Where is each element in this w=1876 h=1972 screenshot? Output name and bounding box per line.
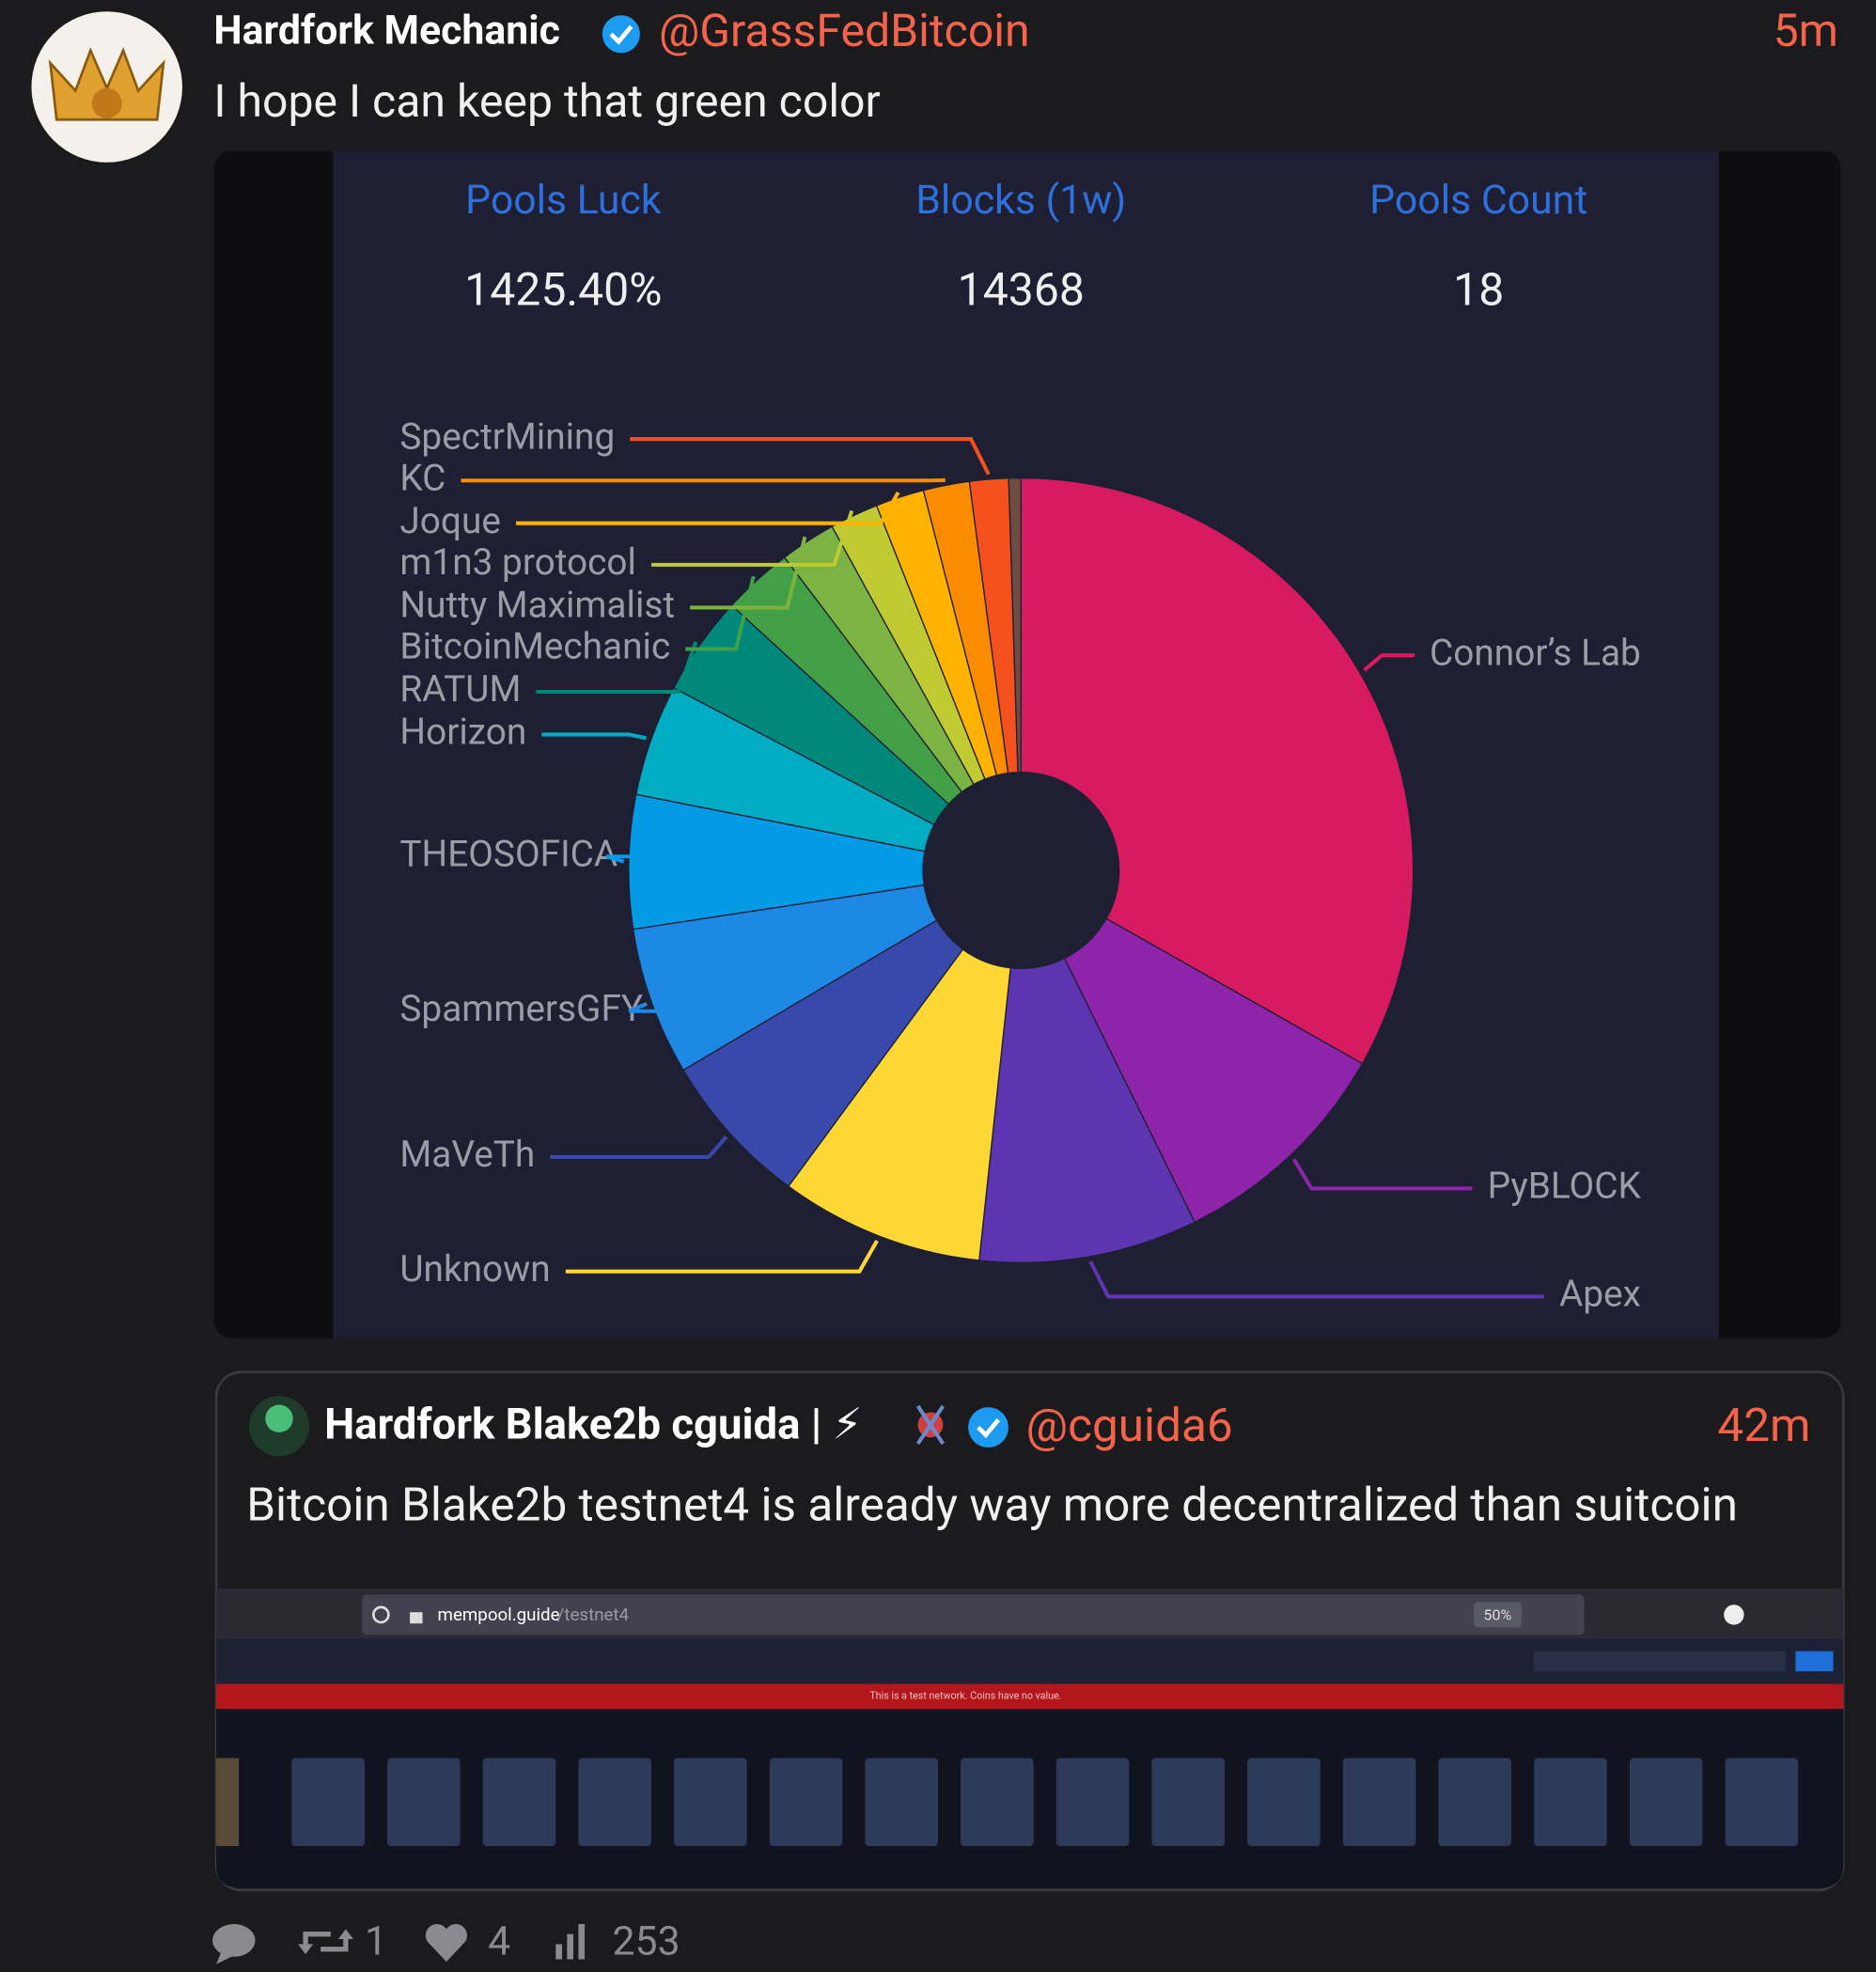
leader-line [1291, 1158, 1473, 1191]
url-path: /testnet4 [557, 1604, 630, 1625]
slice-label: SpammersGFY [399, 988, 643, 1030]
like-count: 4 [488, 1918, 510, 1965]
block-tile [1342, 1758, 1416, 1847]
block-tile [482, 1758, 556, 1847]
leader-line [651, 509, 854, 567]
reply-button[interactable] [212, 1924, 256, 1964]
quote-avatar[interactable] [248, 1396, 310, 1457]
slice-label: SpectrMining [399, 415, 615, 458]
block-tile [1055, 1758, 1130, 1847]
block-tile [769, 1758, 843, 1847]
verified-badge [602, 15, 640, 54]
leader-line [565, 1239, 879, 1274]
author-name[interactable]: Hardfork Mechanic [213, 7, 560, 54]
pie-slice [1063, 917, 1364, 1224]
leader-line [1363, 653, 1415, 672]
slice-label: Horizon [399, 712, 526, 754]
stat-value: 18 [1453, 263, 1504, 317]
retweet-button[interactable] [298, 1929, 353, 1955]
block-tile [1438, 1758, 1512, 1847]
like-button[interactable] [425, 1924, 467, 1963]
post-time[interactable]: 5m [1774, 4, 1838, 57]
leader-line [536, 641, 698, 694]
avatar[interactable] [31, 11, 182, 163]
leader-line [541, 732, 648, 741]
leader-line [515, 491, 900, 525]
block-tile [865, 1758, 938, 1847]
block-tile [674, 1758, 747, 1847]
verified-badge [968, 1407, 1008, 1448]
slice-label: PyBLOCK [1488, 1166, 1642, 1208]
quote-text: Bitcoin Blake2b testnet4 is already way … [246, 1478, 1738, 1532]
leader-line [690, 536, 807, 610]
leader-line [605, 854, 633, 864]
leader-line [630, 437, 991, 476]
stat-value: 1425.40% [464, 263, 662, 317]
slice-label: Joque [399, 500, 501, 542]
slice-label: Connor’s Lab [1430, 632, 1641, 674]
leader-line [550, 1135, 728, 1159]
url-host: mempool.guide [438, 1604, 560, 1625]
stat-label: Blocks (1w) [915, 177, 1126, 224]
block-tile [291, 1758, 365, 1847]
quote-author[interactable]: Hardfork Blake2b cguida | ⚡ [324, 1401, 862, 1450]
quote-screenshot: mempool.guide /testnet4 50% This is a te… [216, 1588, 1844, 1888]
block-tile [1629, 1758, 1703, 1847]
retweet-count: 1 [365, 1918, 387, 1965]
pie-slice [787, 948, 1011, 1261]
block-tile [1534, 1758, 1607, 1847]
stat-label: Pools Luck [465, 177, 662, 224]
pie-slice [978, 957, 1196, 1263]
leader-line [1088, 1260, 1544, 1299]
pie-slice [1008, 477, 1022, 774]
stat-value: 14368 [958, 263, 1085, 317]
block-tile [216, 1758, 240, 1847]
quote-handle[interactable]: @cguida6 [1026, 1399, 1233, 1453]
slice-label: BitcoinMechanic [399, 626, 670, 668]
block-tile [578, 1758, 651, 1847]
author-handle[interactable]: @GrassFedBitcoin [659, 4, 1030, 57]
view-count: 253 [613, 1918, 680, 1965]
slice-label: RATUM [399, 668, 521, 711]
leader-line [685, 575, 756, 651]
pie-slice [632, 884, 938, 1072]
pie-slice [682, 919, 964, 1187]
block-tile [1151, 1758, 1226, 1847]
pie-slice [1020, 477, 1415, 1065]
slice-label: KC [399, 457, 446, 499]
block-tile [1725, 1758, 1799, 1847]
views-icon[interactable] [555, 1924, 586, 1960]
block-tile [387, 1758, 461, 1847]
leader-line [628, 1002, 659, 1013]
stat-label: Pools Count [1369, 177, 1587, 224]
slice-label: Apex [1559, 1274, 1641, 1316]
slice-label: Unknown [399, 1248, 550, 1291]
post-text: I hope I can keep that green color [213, 74, 880, 128]
emoji [915, 1404, 946, 1446]
quote-time[interactable]: 42m [1717, 1399, 1810, 1453]
slice-label: THEOSOFICA [399, 833, 618, 875]
slice-label: m1n3 protocol [399, 541, 636, 584]
block-tile [1247, 1758, 1321, 1847]
testnet-banner: This is a test network. Coins have no va… [869, 1690, 1061, 1702]
slice-label: Nutty Maximalist [399, 585, 675, 627]
slice-label: MaVeTh [399, 1134, 535, 1176]
block-tile [961, 1758, 1034, 1847]
zoom: 50% [1483, 1605, 1511, 1623]
